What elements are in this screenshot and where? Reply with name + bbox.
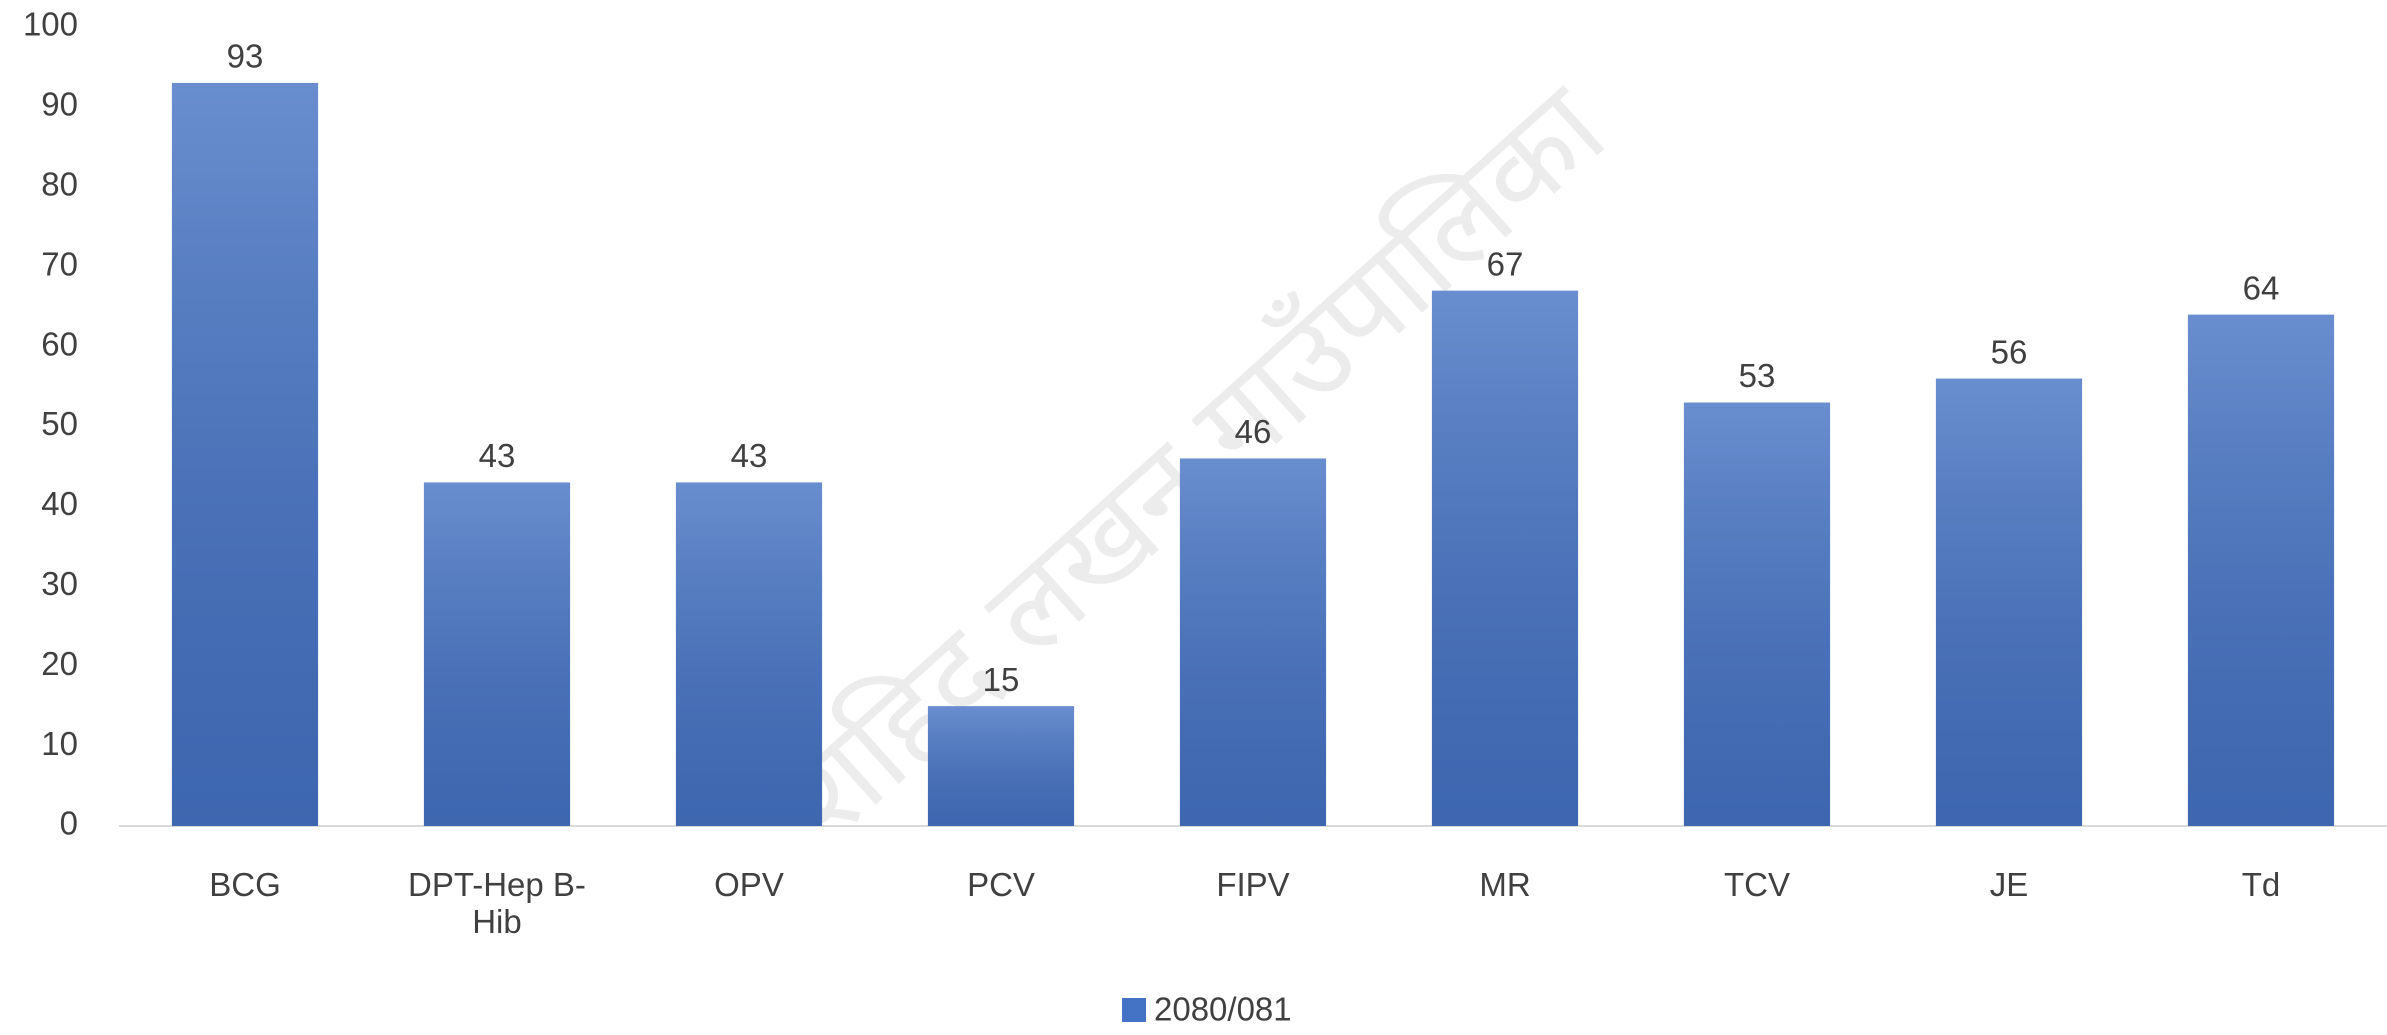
data-label: 64	[2243, 269, 2280, 306]
x-tick-label: OPV	[714, 866, 784, 903]
bar-shade	[927, 706, 1075, 826]
x-tick-label: FIPV	[1216, 866, 1290, 903]
x-tick-label: MR	[1479, 866, 1531, 903]
y-tick-label: 20	[41, 645, 78, 682]
data-label: 93	[227, 38, 264, 75]
x-tick-label-box: DPT-Hep B-Hib	[408, 866, 586, 940]
bar-shade	[1683, 402, 1831, 826]
x-tick-label-box: TCV	[1723, 866, 1790, 903]
y-tick-label: 70	[41, 245, 78, 282]
x-tick-label: DPT-Hep B-Hib	[408, 866, 586, 940]
y-tick-label: 100	[23, 6, 78, 43]
y-tick-label: 80	[41, 166, 78, 203]
bar-shade	[1179, 458, 1327, 826]
x-tick-label-box: FIPV	[1216, 866, 1290, 903]
x-tick-label-box: BCG	[209, 866, 281, 903]
y-tick-label: 60	[41, 325, 78, 362]
y-tick-label: 10	[41, 725, 78, 762]
data-label: 15	[983, 661, 1020, 698]
y-tick-label: 50	[41, 405, 78, 442]
x-tick-label: TCV	[1723, 866, 1790, 903]
x-tick-label: PCV	[967, 866, 1035, 903]
x-tick-label: JE	[1989, 866, 2029, 903]
legend-swatch	[1122, 998, 1146, 1022]
data-label: 46	[1235, 413, 1272, 450]
x-tick-label-box: OPV	[714, 866, 784, 903]
y-tick-label: 90	[41, 86, 78, 123]
bar-shade	[423, 482, 571, 826]
y-tick-label: 30	[41, 565, 78, 602]
x-tick-label: BCG	[209, 866, 281, 903]
bar-shade	[171, 82, 319, 827]
x-tick-label-box: MR	[1479, 866, 1531, 903]
data-label: 43	[479, 437, 516, 474]
x-tick-label-box: Td	[2241, 866, 2281, 903]
x-tick-label-box: JE	[1989, 866, 2029, 903]
bar-shade	[1935, 378, 2083, 826]
data-label: 56	[1991, 333, 2028, 370]
data-label: 53	[1739, 357, 1776, 394]
data-label: 43	[731, 437, 768, 474]
bar-shade	[675, 482, 823, 826]
x-tick-label-box: PCV	[967, 866, 1035, 903]
bar-shade	[1431, 290, 1579, 826]
legend-label: 2080/081	[1154, 991, 1292, 1028]
bar-shade	[2187, 314, 2335, 826]
data-label: 67	[1487, 245, 1524, 282]
y-tick-label: 40	[41, 485, 78, 522]
y-tick-label: 0	[60, 805, 78, 842]
x-tick-label: Td	[2241, 866, 2281, 903]
